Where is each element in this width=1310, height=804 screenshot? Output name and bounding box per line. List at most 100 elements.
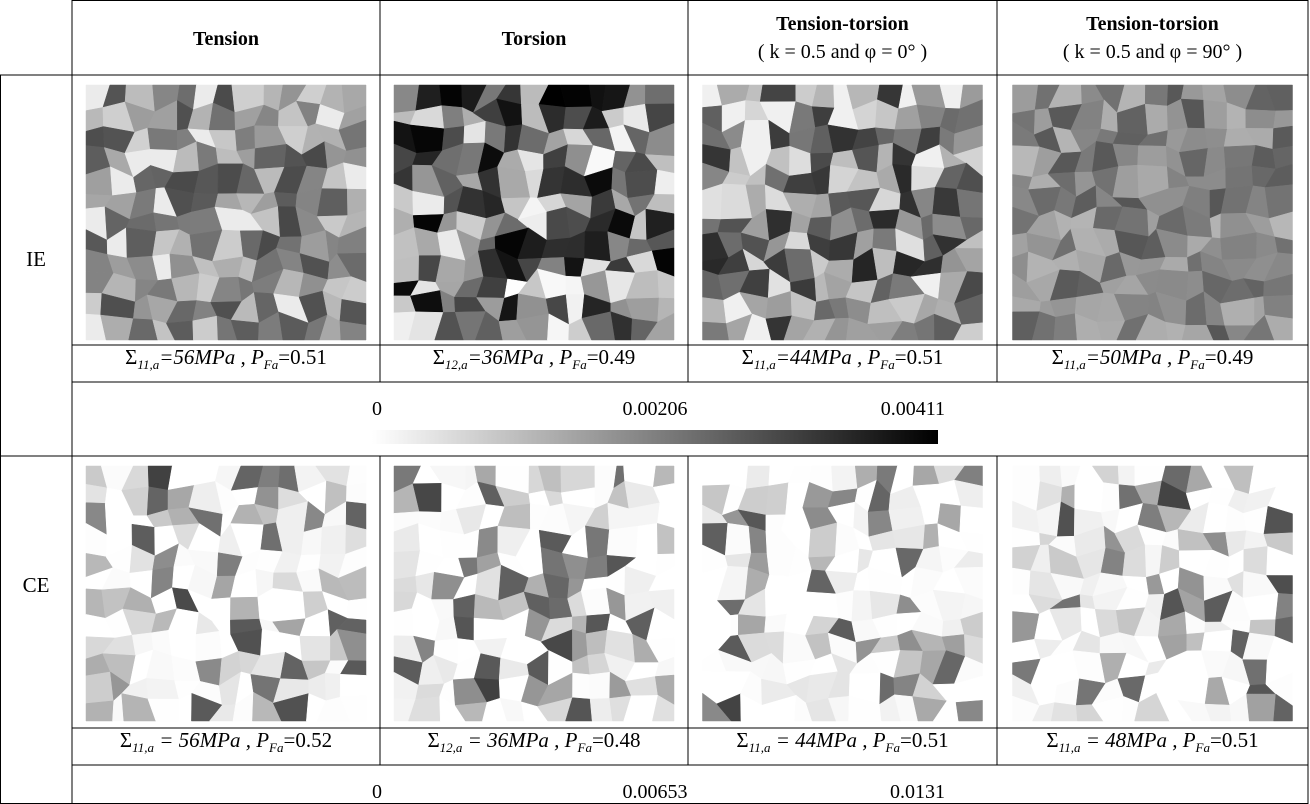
stress-symbol: Σ	[427, 728, 439, 752]
grain	[1273, 110, 1293, 129]
caption: Σ11,a = 44MPa , PFa=0.51	[736, 728, 948, 755]
grain	[339, 320, 367, 341]
stress-subscript: 11,a	[132, 740, 154, 755]
grain	[145, 678, 180, 700]
stress-subscript: 12,a	[440, 740, 463, 755]
grain	[346, 465, 367, 487]
grain	[1137, 145, 1168, 167]
probability-value: =0.49	[1205, 345, 1254, 369]
stress-subscript: 11,a	[754, 357, 776, 372]
grain	[476, 525, 499, 559]
column-title: Torsion	[502, 28, 567, 50]
grain	[584, 231, 612, 262]
grain	[1204, 128, 1228, 149]
grain	[702, 465, 731, 487]
grain-map	[393, 84, 675, 341]
probability-value: =0.48	[592, 728, 641, 752]
grain	[851, 590, 873, 623]
grain	[1144, 103, 1169, 136]
grain	[594, 465, 618, 489]
probability-value: =0.51	[900, 728, 949, 752]
grain	[254, 144, 287, 170]
grain	[85, 292, 103, 316]
probability-subscript: Fa	[571, 357, 587, 372]
grain	[941, 618, 965, 638]
grain	[765, 482, 789, 516]
grain	[85, 484, 108, 504]
grain	[652, 694, 675, 722]
probability-subscript: Fa	[1189, 357, 1205, 372]
caption: Σ11,a = 48MPa , PFa=0.51	[1046, 728, 1258, 755]
grain	[85, 671, 114, 704]
probability-symbol: P	[1176, 345, 1190, 369]
colorbar	[372, 430, 938, 444]
stress-subscript: 11,a	[1064, 357, 1086, 372]
grain	[339, 299, 367, 326]
probability-value: =0.49	[587, 345, 636, 369]
grain	[1012, 84, 1039, 114]
grain	[953, 322, 983, 341]
grain	[441, 105, 465, 130]
grain	[393, 255, 420, 284]
grain	[346, 483, 367, 505]
stress-value: = 56MPa ,	[154, 728, 256, 752]
stress-subscript: 11,a	[137, 357, 159, 372]
grain	[584, 555, 609, 580]
grain	[1243, 546, 1268, 576]
grain	[1201, 629, 1234, 653]
caption: Σ11,a=44MPa , PFa=0.51	[742, 345, 944, 372]
grain	[585, 629, 608, 656]
probability-subscript: Fa	[879, 357, 895, 372]
stress-symbol: Σ	[433, 345, 445, 369]
grain-map	[85, 84, 367, 341]
grain	[1272, 125, 1293, 150]
stress-symbol: Σ	[125, 345, 137, 369]
grain	[393, 608, 414, 637]
probability-value: =0.51	[278, 345, 327, 369]
table-texts: Tension Torsion Tension-torsion ( k = 0.5 a…	[23, 13, 1259, 803]
stress-subscript: 12,a	[445, 357, 468, 372]
grain	[393, 576, 418, 594]
stress-symbol: Σ	[736, 728, 748, 752]
stress-symbol: Σ	[742, 345, 754, 369]
grain	[473, 617, 508, 641]
probability-symbol: P	[255, 728, 269, 752]
column-condition: ( k = 0.5 and φ = 0° )	[758, 41, 927, 63]
column-title: Tension-torsion	[1086, 13, 1219, 35]
grain	[316, 188, 348, 217]
grain	[868, 209, 900, 230]
grain	[1012, 567, 1031, 595]
stress-value: =36MPa ,	[468, 345, 560, 369]
grain	[1263, 295, 1293, 319]
probability-subscript: Fa	[263, 357, 279, 372]
stress-subscript: 11,a	[749, 740, 771, 755]
grain	[559, 84, 593, 108]
grain	[745, 465, 771, 490]
grain	[738, 614, 767, 636]
grain	[339, 674, 367, 698]
probability-value: =0.51	[1210, 728, 1259, 752]
grain	[589, 671, 611, 700]
caption: Σ11,a = 56MPa , PFa=0.52	[120, 728, 332, 755]
colorbar-max: 0.0131	[890, 781, 945, 803]
grain	[324, 672, 341, 702]
row-label: IE	[26, 247, 46, 271]
grain	[195, 630, 223, 662]
grain	[702, 321, 730, 341]
column-title: Tension-torsion	[776, 13, 909, 35]
stress-symbol: Σ	[120, 728, 132, 752]
grain	[589, 698, 613, 722]
grain	[1203, 99, 1228, 130]
grain	[85, 700, 114, 722]
probability-subscript: Fa	[577, 740, 593, 755]
grain	[1202, 84, 1228, 104]
grain	[320, 524, 347, 555]
grain	[1246, 693, 1277, 722]
grain	[1050, 702, 1078, 722]
grain	[956, 188, 983, 219]
grain	[1074, 482, 1105, 513]
grain	[874, 127, 896, 146]
grain	[272, 588, 306, 623]
grain-map	[1012, 84, 1293, 341]
